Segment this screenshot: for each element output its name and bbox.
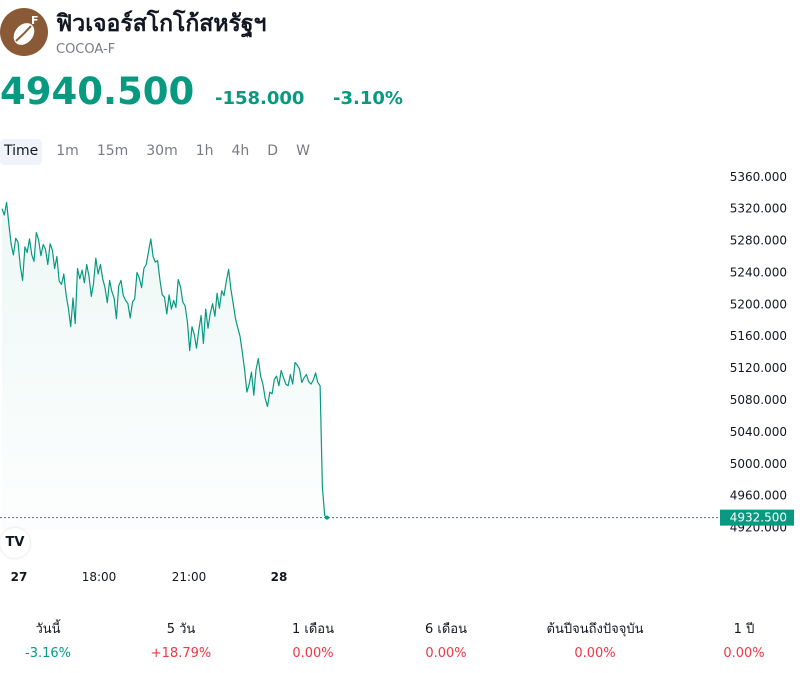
cocoa-bean-icon: F: [0, 8, 48, 56]
symbol-label: COCOA-F: [56, 42, 116, 57]
perf-value: -3.16%: [25, 646, 71, 661]
tab-1h[interactable]: 1h: [195, 143, 214, 159]
y-tick-label: 5000.000: [730, 457, 787, 471]
last-price-label: 4932.500: [730, 511, 787, 525]
y-tick-label: 5040.000: [730, 425, 787, 439]
y-tick-label: 5280.000: [730, 234, 787, 248]
tradingview-logo[interactable]: TV: [0, 528, 30, 558]
price-line: [1, 201, 328, 519]
y-tick-label: 5080.000: [730, 393, 787, 407]
price-change-percent: -3.10%: [333, 88, 403, 109]
y-tick-label: 5120.000: [730, 361, 787, 375]
perf-value: 0.00%: [425, 646, 467, 661]
perf-label: 5 วัน: [166, 622, 196, 637]
perf-item-1y[interactable]: 1 ปี 0.00%: [679, 618, 800, 661]
last-price-badge: [720, 509, 794, 526]
tab-d[interactable]: D: [267, 143, 279, 159]
perf-value: +18.79%: [150, 646, 212, 661]
perf-item-6m[interactable]: 6 เดือน 0.00%: [381, 618, 511, 661]
price-change: -158.000: [215, 88, 305, 109]
price-area-fill: [2, 202, 327, 531]
price-chart[interactable]: 5360.000 5320.000 5280.000 5240.000 5200.000…: [0, 168, 800, 598]
page-title: ฟิวเจอร์สโกโก้สหรัฐฯ: [56, 11, 267, 37]
perf-value: 0.00%: [574, 646, 616, 661]
y-tick-label: 5360.000: [730, 170, 787, 184]
timeframe-tabs: Time 1m 15m 30m 1h 4h D W: [0, 139, 324, 165]
perf-label: 1 เดือน: [292, 622, 334, 637]
perf-item-ytd[interactable]: ต้นปีจนถึงปัจจุบัน 0.00%: [530, 618, 660, 661]
tab-15m[interactable]: 15m: [96, 143, 129, 159]
y-tick-label: 4960.000: [730, 489, 787, 503]
perf-item-today[interactable]: วันนี้ -3.16%: [0, 618, 113, 661]
y-tick-label: 5320.000: [730, 202, 787, 216]
perf-label: วันนี้: [35, 622, 61, 637]
x-tick-label: 21:00: [172, 570, 207, 584]
x-tick-label: 27: [11, 570, 28, 584]
last-price-dot: [325, 515, 329, 520]
x-tick-label: 18:00: [82, 570, 117, 584]
tab-time[interactable]: Time: [0, 139, 43, 165]
perf-value: 0.00%: [292, 646, 334, 661]
tab-4h[interactable]: 4h: [231, 143, 250, 159]
x-tick-label: 28: [271, 570, 288, 584]
header: F ฟิวเจอร์สโกโก้สหรัฐฯ COCOA-F: [0, 4, 800, 57]
perf-value: 0.00%: [723, 646, 765, 661]
current-price: 4940.500: [0, 70, 195, 113]
y-tick-label: 5240.000: [730, 265, 787, 279]
logo-badge: F: [31, 14, 39, 27]
performance-bar: วันนี้ -3.16% 5 วัน +18.79% 1 เดือน 0.00…: [0, 618, 800, 668]
tab-30m[interactable]: 30m: [146, 143, 178, 159]
y-tick-label: 5200.000: [730, 297, 787, 311]
perf-label: 6 เดือน: [425, 622, 467, 637]
cocoa-bean-icon-svg: [13, 23, 35, 45]
perf-label: ต้นปีจนถึงปัจจุบัน: [546, 622, 644, 637]
perf-item-1m[interactable]: 1 เดือน 0.00%: [248, 618, 378, 661]
perf-label: 1 ปี: [733, 622, 755, 637]
tab-1m[interactable]: 1m: [56, 143, 79, 159]
y-tick-label: 5160.000: [730, 329, 787, 343]
tab-w[interactable]: W: [296, 143, 310, 159]
perf-item-5d[interactable]: 5 วัน +18.79%: [116, 618, 246, 661]
